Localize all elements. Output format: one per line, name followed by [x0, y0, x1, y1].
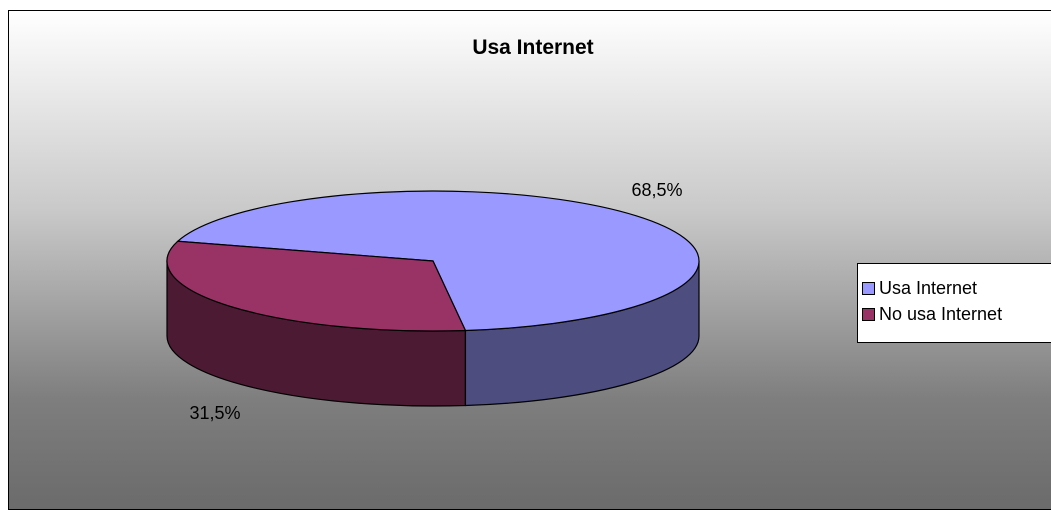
data-label-usa-internet: 68,5% — [631, 180, 682, 200]
chart-area: Usa Internet 68,5% 31,5% Usa Internet No … — [8, 10, 1051, 510]
legend: Usa Internet No usa Internet — [857, 263, 1051, 343]
pie-chart: 68,5% 31,5% — [166, 180, 700, 423]
legend-label: No usa Internet — [879, 303, 1003, 324]
legend-label: Usa Internet — [879, 277, 978, 298]
pie-slice-usa-internet — [176, 190, 700, 332]
chart-title: Usa Internet — [472, 36, 594, 59]
pie-slice-no-usa-internet — [166, 240, 467, 332]
legend-item-no-usa-internet: No usa Internet — [862, 301, 1051, 327]
legend-swatch-usa-internet — [862, 281, 875, 295]
legend-item-usa-internet: Usa Internet — [862, 275, 1051, 301]
legend-swatch-no-usa-internet — [862, 307, 875, 321]
data-label-no-usa-internet: 31,5% — [189, 403, 240, 423]
